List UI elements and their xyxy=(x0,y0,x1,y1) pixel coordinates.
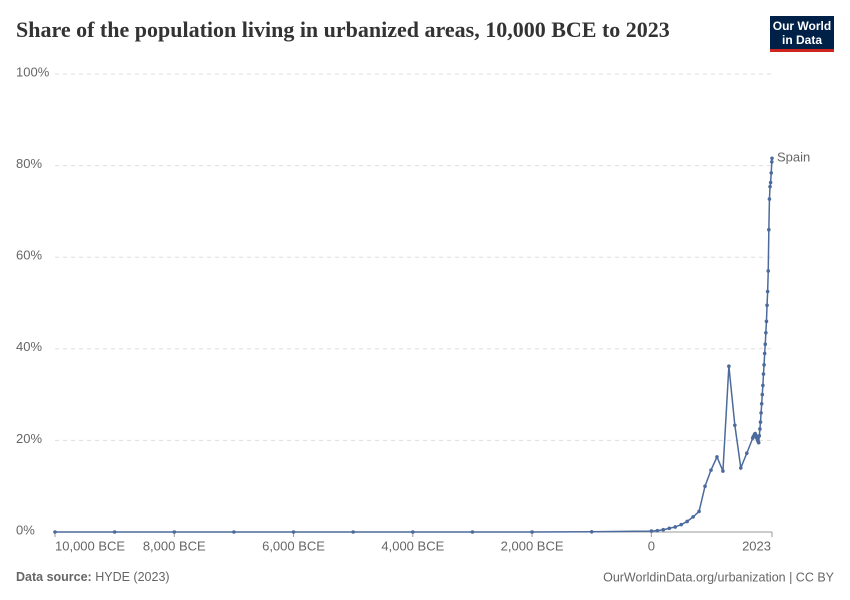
data-point xyxy=(758,427,762,431)
data-point xyxy=(727,364,731,369)
y-tick-label: 100% xyxy=(16,64,50,79)
data-point xyxy=(703,484,707,489)
data-point xyxy=(53,530,57,534)
data-point xyxy=(768,180,773,185)
data-point xyxy=(744,451,749,456)
data-point xyxy=(709,468,713,472)
data-point xyxy=(758,420,763,424)
data-point xyxy=(739,466,743,470)
credit: OurWorldinData.org/urbanization | CC BY xyxy=(603,570,835,584)
data-point xyxy=(760,392,765,397)
data-point xyxy=(667,526,672,531)
data-point xyxy=(673,525,678,529)
data-point xyxy=(172,530,177,534)
x-tick-label: 0 xyxy=(648,538,655,553)
logo-text: Our World xyxy=(773,19,831,33)
source: Data source: HYDE (2023) xyxy=(16,570,170,584)
source-label: Data source: xyxy=(16,570,92,584)
y-tick-label: 80% xyxy=(16,156,42,171)
data-point xyxy=(112,530,117,534)
data-point xyxy=(766,269,771,273)
data-point xyxy=(765,289,770,294)
y-tick-label: 40% xyxy=(16,339,42,354)
data-point xyxy=(762,363,766,367)
data-point xyxy=(764,330,768,335)
x-tick-label: 6,000 BCE xyxy=(262,538,325,553)
y-tick-label: 60% xyxy=(16,248,42,263)
logo-text: in Data xyxy=(782,33,822,47)
data-point xyxy=(679,522,683,527)
data-point xyxy=(691,515,695,519)
data-point xyxy=(761,383,765,388)
data-point xyxy=(770,160,774,164)
data-point xyxy=(589,529,594,534)
data-point xyxy=(770,156,774,161)
x-tick-label: 2,000 BCE xyxy=(501,538,564,553)
data-point xyxy=(232,530,236,534)
source-name: HYDE (2023) xyxy=(95,570,169,584)
x-tick-label: 4,000 BCE xyxy=(381,538,444,553)
data-point xyxy=(470,530,475,534)
data-point xyxy=(765,303,769,308)
logo-box xyxy=(770,16,834,52)
data-point xyxy=(761,372,766,376)
data-point xyxy=(655,528,660,533)
data-point xyxy=(291,530,296,534)
data-point xyxy=(733,423,737,428)
data-point xyxy=(685,519,689,524)
data-point xyxy=(411,530,415,534)
data-point xyxy=(759,411,763,415)
data-point xyxy=(649,529,654,533)
data-point xyxy=(767,197,772,201)
x-tick-label: 8,000 BCE xyxy=(143,538,206,553)
series-label: Spain xyxy=(777,150,810,165)
data-point xyxy=(715,455,719,459)
data-point xyxy=(768,184,772,189)
data-point xyxy=(697,509,701,514)
data-point xyxy=(767,227,771,232)
data-point xyxy=(351,530,355,534)
logo-stripe xyxy=(770,49,834,52)
x-tick-label: 2023 xyxy=(742,538,771,553)
data-point xyxy=(721,469,725,473)
data-point xyxy=(530,530,534,534)
data-point xyxy=(757,434,762,438)
data-point xyxy=(762,351,767,356)
data-point xyxy=(759,401,764,406)
chart-title: Share of the population living in urbani… xyxy=(16,17,670,42)
y-tick-label: 20% xyxy=(16,431,42,446)
data-point xyxy=(661,527,666,532)
x-tick-label: 10,000 BCE xyxy=(55,538,125,553)
data-point xyxy=(756,440,761,445)
data-point xyxy=(763,342,768,347)
y-tick-label: 0% xyxy=(16,522,35,537)
data-point xyxy=(769,171,774,175)
series-line xyxy=(55,158,773,533)
data-point xyxy=(764,319,769,324)
